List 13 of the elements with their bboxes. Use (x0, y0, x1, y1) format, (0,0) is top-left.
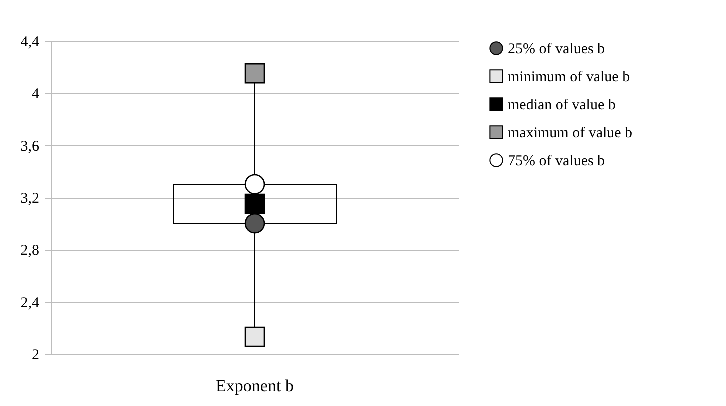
legend-label: median of value b (508, 98, 616, 114)
legend-label: 25% of values b (508, 42, 606, 58)
legend-label: maximum of value b (508, 126, 633, 142)
legend-label: minimum of value b (508, 70, 630, 86)
x-tick-label: Exponent b (216, 376, 294, 396)
y-tick-label: 2 (32, 348, 40, 364)
legend-label: 75% of values b (508, 154, 606, 170)
y-tick-label: 4,4 (20, 34, 40, 50)
y-tick-label: 2,8 (20, 243, 40, 260)
y-tick-label: 2,4 (20, 295, 40, 312)
y-tick-label: 3,2 (20, 191, 40, 207)
y-tick-label: 4 (32, 86, 40, 103)
y-tick-label: 3,6 (20, 138, 40, 155)
